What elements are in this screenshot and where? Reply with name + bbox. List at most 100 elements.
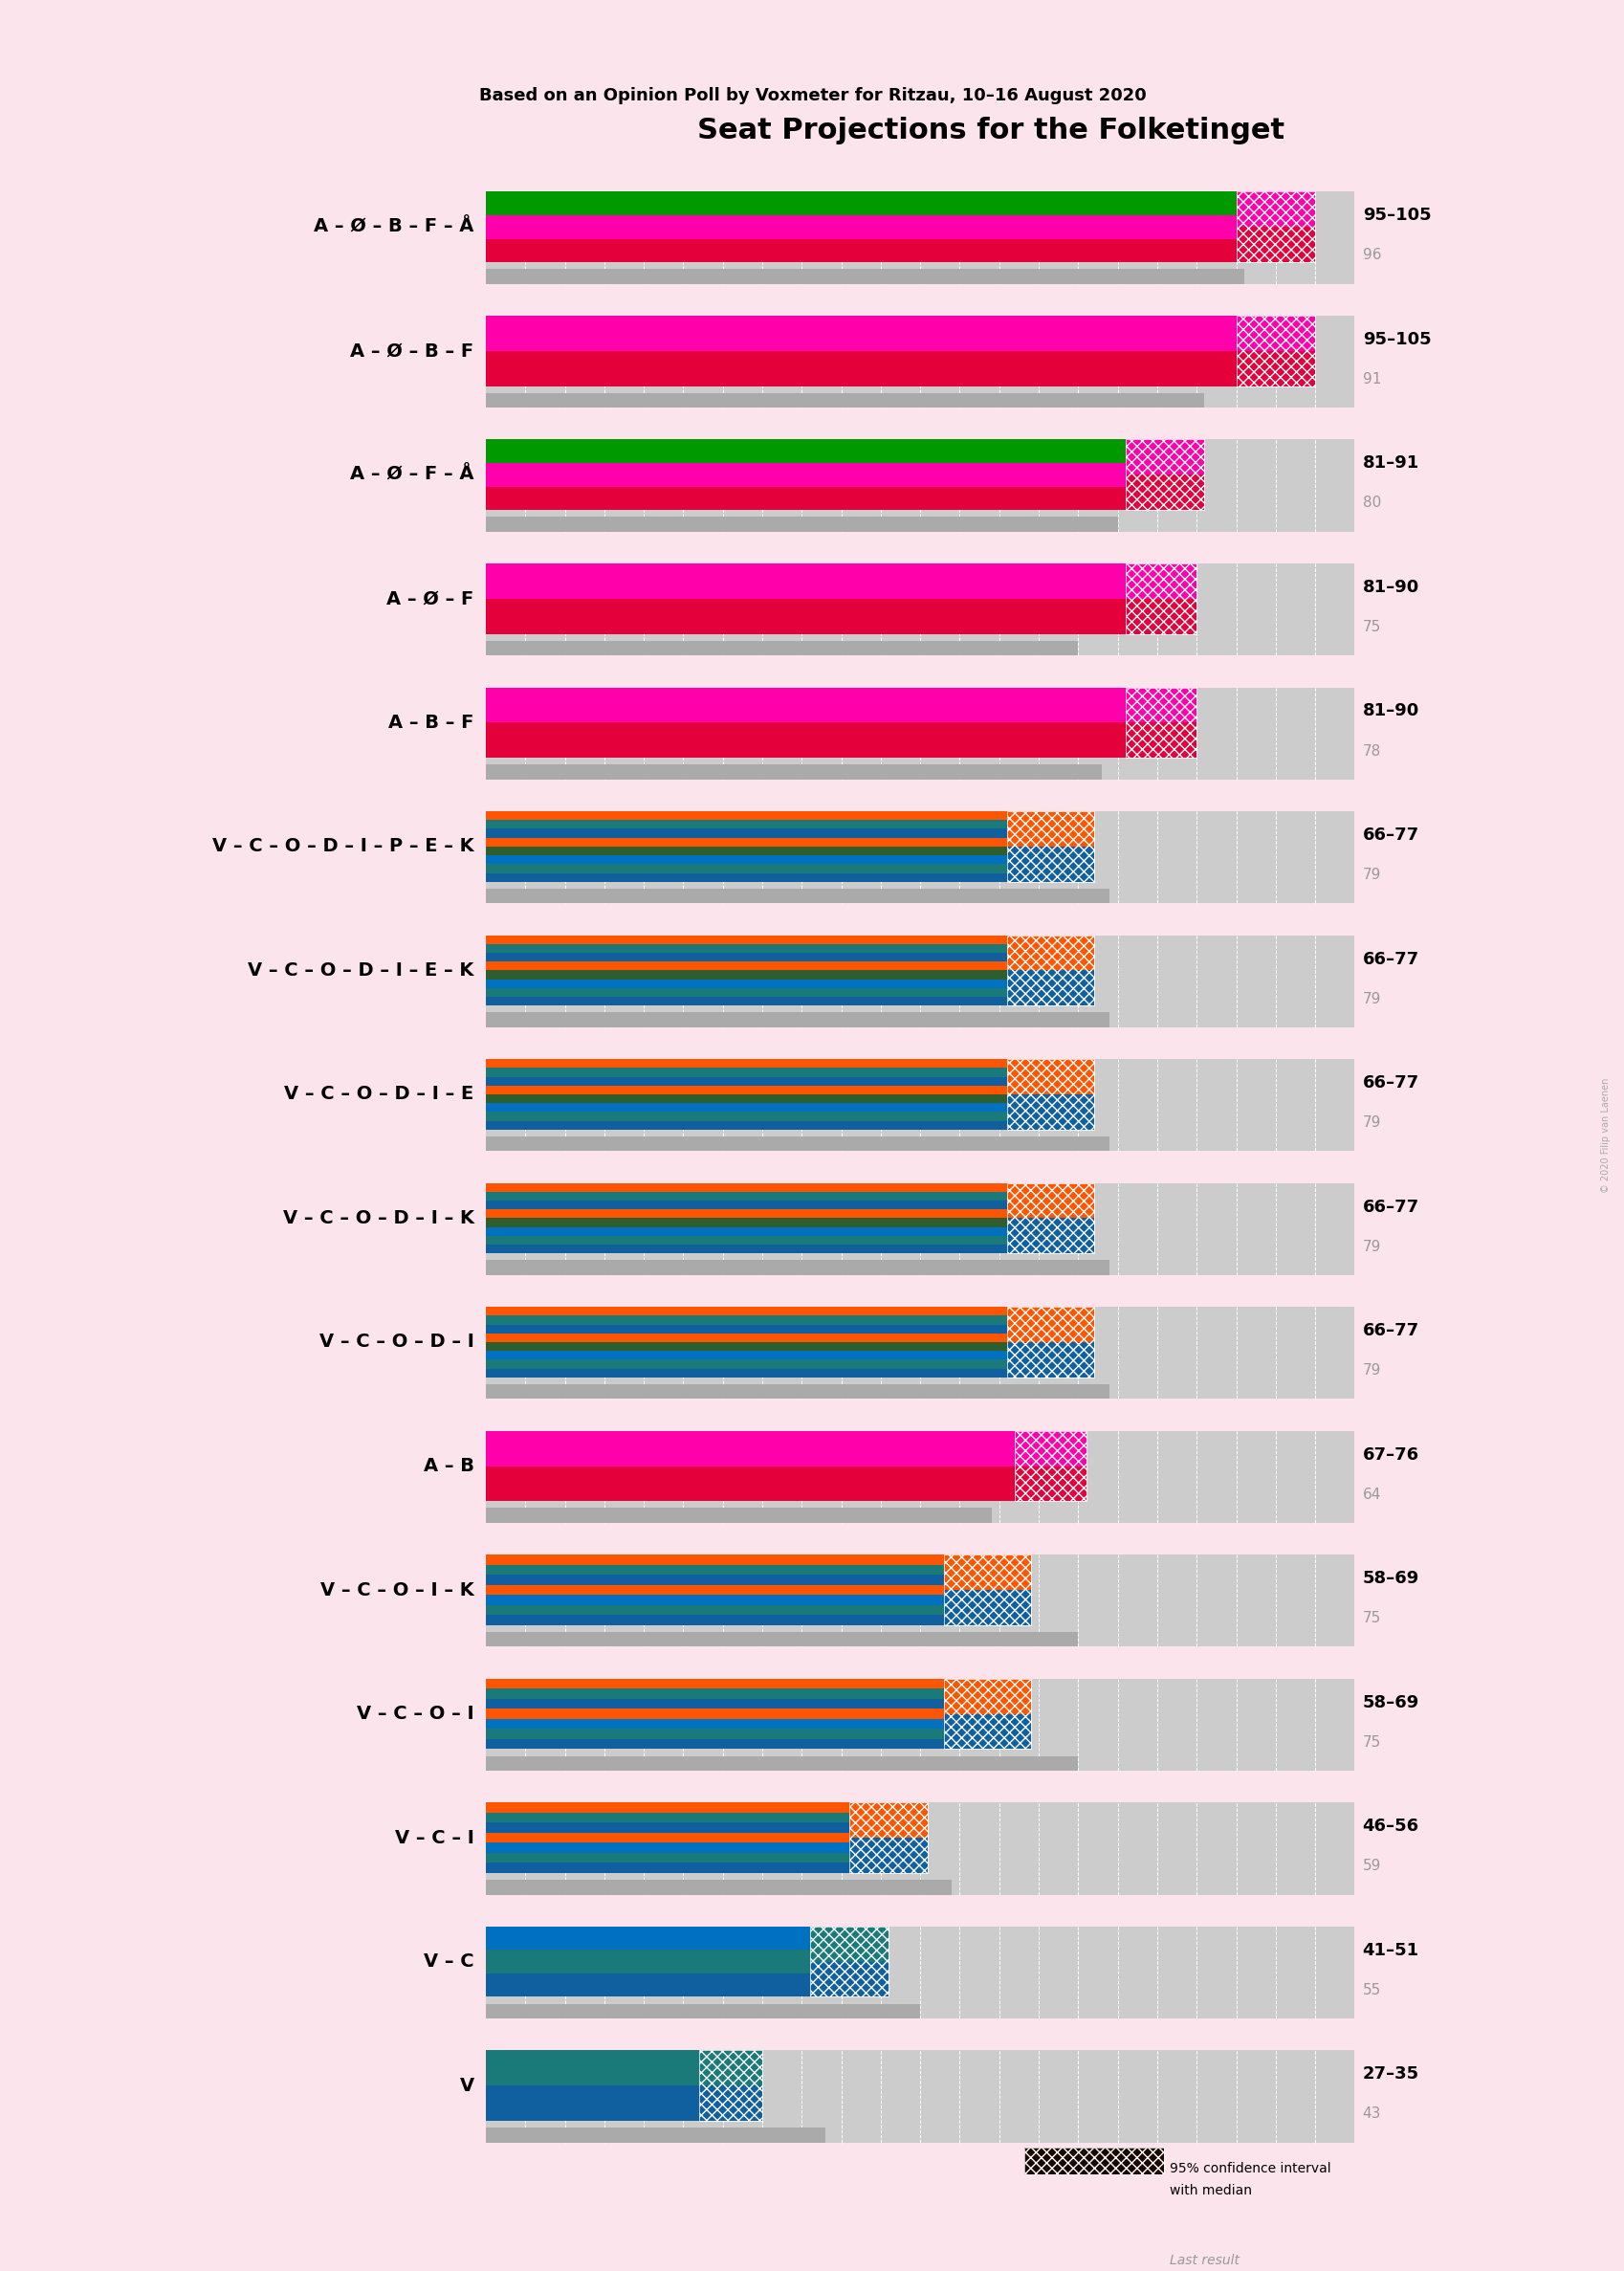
Bar bbox=[944, 1556, 1030, 1626]
Bar bbox=[486, 268, 1244, 284]
Bar bbox=[486, 1183, 1007, 1192]
Bar bbox=[944, 1590, 1030, 1626]
Text: 96: 96 bbox=[1363, 248, 1380, 263]
Bar bbox=[486, 856, 1007, 863]
Bar bbox=[1015, 1467, 1085, 1501]
Bar bbox=[486, 1192, 1007, 1201]
Bar bbox=[1007, 1306, 1093, 1342]
Bar bbox=[1007, 1183, 1093, 1254]
Bar bbox=[1236, 191, 1314, 227]
Bar bbox=[486, 1556, 1354, 1646]
Text: V – C – O – I – K: V – C – O – I – K bbox=[320, 1581, 474, 1599]
Text: 66–77: 66–77 bbox=[1363, 827, 1418, 845]
Bar bbox=[486, 191, 1236, 216]
Text: 43: 43 bbox=[1363, 2107, 1380, 2121]
Text: 95–105: 95–105 bbox=[1363, 332, 1431, 347]
Text: 66–77: 66–77 bbox=[1363, 1322, 1418, 1340]
Text: 41–51: 41–51 bbox=[1363, 1942, 1418, 1960]
Bar bbox=[698, 2051, 762, 2121]
Bar bbox=[486, 988, 1007, 997]
Text: 75: 75 bbox=[1363, 1610, 1380, 1626]
Bar bbox=[486, 688, 1125, 722]
Bar bbox=[486, 1226, 1007, 1235]
Bar bbox=[1007, 936, 1093, 1006]
Text: 79: 79 bbox=[1363, 992, 1380, 1006]
Bar bbox=[486, 888, 1109, 904]
Bar bbox=[486, 970, 1007, 979]
Bar bbox=[486, 1824, 849, 1833]
Text: A – B – F: A – B – F bbox=[388, 713, 474, 731]
Bar bbox=[486, 936, 1354, 1026]
Bar bbox=[486, 1058, 1354, 1151]
Bar bbox=[486, 1315, 1007, 1324]
Text: A – B: A – B bbox=[422, 1458, 474, 1476]
Text: with median: with median bbox=[1169, 2185, 1252, 2198]
Bar bbox=[486, 811, 1007, 820]
Bar bbox=[486, 191, 1354, 284]
Bar bbox=[486, 563, 1125, 600]
Bar bbox=[486, 1740, 944, 1749]
Bar bbox=[1023, 2251, 1163, 2269]
Bar bbox=[486, 1812, 849, 1824]
Bar bbox=[486, 238, 1236, 261]
Bar bbox=[486, 1120, 1007, 1129]
Text: 79: 79 bbox=[1363, 1115, 1380, 1131]
Bar bbox=[1007, 1095, 1093, 1129]
Bar bbox=[486, 463, 1125, 486]
Bar bbox=[486, 1594, 944, 1606]
Bar bbox=[486, 1013, 1109, 1026]
Text: 64: 64 bbox=[1363, 1488, 1380, 1501]
Text: 75: 75 bbox=[1363, 620, 1380, 634]
Bar bbox=[486, 640, 1078, 656]
Bar bbox=[1007, 1058, 1093, 1129]
Bar bbox=[486, 1951, 809, 1973]
Bar bbox=[486, 1260, 1109, 1274]
Bar bbox=[486, 2003, 919, 2019]
Bar bbox=[486, 600, 1125, 634]
Bar bbox=[486, 1369, 1007, 1378]
Bar bbox=[1236, 191, 1314, 261]
Bar bbox=[486, 847, 1007, 856]
Bar bbox=[486, 1606, 944, 1615]
Bar bbox=[944, 1678, 1030, 1749]
Text: 81–91: 81–91 bbox=[1363, 454, 1418, 472]
Text: 79: 79 bbox=[1363, 1240, 1380, 1254]
Bar bbox=[1007, 1306, 1093, 1378]
Bar bbox=[486, 997, 1007, 1006]
Bar bbox=[486, 1113, 1007, 1120]
Bar bbox=[486, 1556, 944, 1565]
Bar bbox=[1125, 475, 1203, 511]
Bar bbox=[944, 1678, 1030, 1715]
Bar bbox=[486, 1719, 944, 1728]
Bar bbox=[486, 1095, 1007, 1104]
Text: A – Ø – B – F: A – Ø – B – F bbox=[351, 341, 474, 359]
Bar bbox=[486, 2051, 698, 2085]
Bar bbox=[486, 1926, 809, 1951]
Bar bbox=[486, 1585, 944, 1594]
Bar bbox=[698, 2085, 762, 2121]
Text: V – C – O – I: V – C – O – I bbox=[356, 1706, 474, 1724]
Bar bbox=[486, 393, 1203, 409]
Text: 81–90: 81–90 bbox=[1363, 702, 1418, 720]
Bar bbox=[486, 518, 1117, 531]
Bar bbox=[486, 1973, 809, 1996]
Bar bbox=[698, 2051, 762, 2085]
Bar bbox=[486, 1690, 944, 1699]
Bar bbox=[944, 1715, 1030, 1749]
Text: V – C – O – D – I: V – C – O – D – I bbox=[318, 1333, 474, 1351]
Bar bbox=[486, 1217, 1007, 1226]
Bar bbox=[1007, 1058, 1093, 1095]
Bar bbox=[486, 350, 1236, 386]
Text: 55: 55 bbox=[1363, 1983, 1380, 1996]
Bar bbox=[486, 1853, 849, 1862]
Text: 66–77: 66–77 bbox=[1363, 1199, 1418, 1215]
Text: 67–76: 67–76 bbox=[1363, 1447, 1418, 1463]
Text: V – C – O – D – I – E – K: V – C – O – D – I – E – K bbox=[248, 961, 474, 979]
Bar bbox=[486, 1235, 1007, 1245]
Bar bbox=[486, 838, 1007, 847]
Bar bbox=[486, 1678, 944, 1690]
Bar bbox=[486, 1862, 849, 1874]
Text: 91: 91 bbox=[1363, 372, 1380, 386]
Text: Based on an Opinion Poll by Voxmeter for Ritzau, 10–16 August 2020: Based on an Opinion Poll by Voxmeter for… bbox=[479, 86, 1145, 104]
Bar bbox=[1007, 1217, 1093, 1254]
